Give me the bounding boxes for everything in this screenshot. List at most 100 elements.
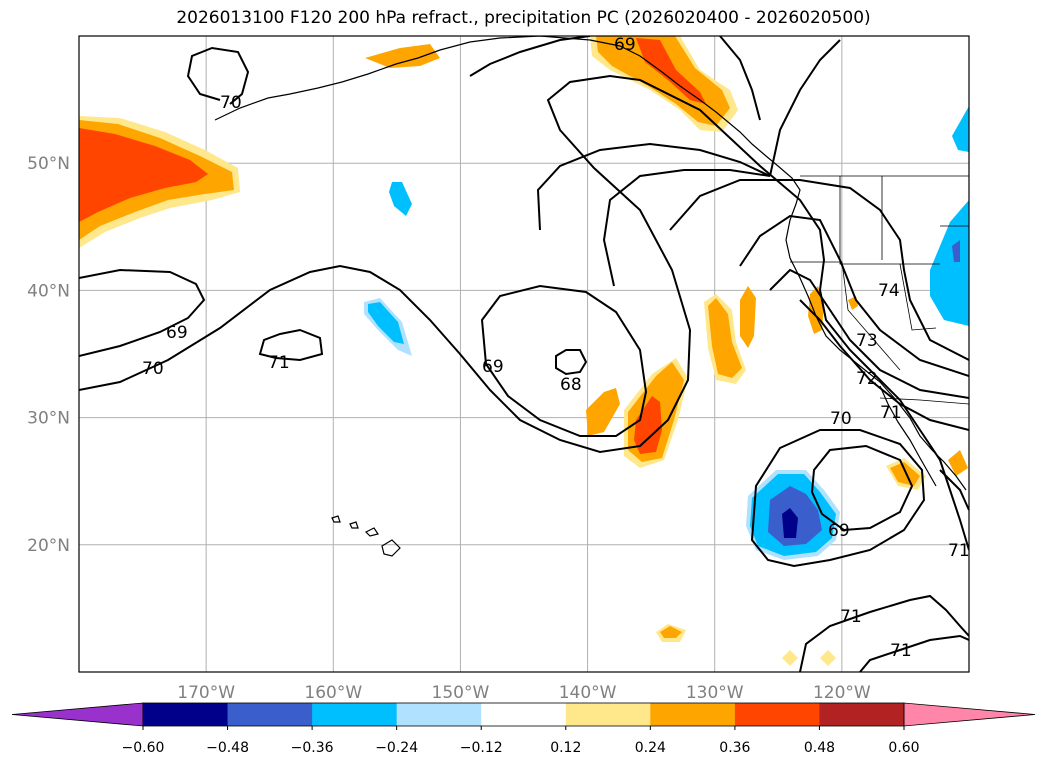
hawaii-maui — [364, 527, 379, 537]
lon-tick-label: 140°W — [559, 683, 617, 703]
contour-label-5: 71 — [268, 353, 290, 373]
positive-anomaly-128w — [740, 286, 756, 348]
colorbar-tick-label: −0.24 — [375, 740, 418, 756]
colorbar-segment — [819, 703, 905, 726]
colorbar-tick-label: 0.48 — [804, 740, 835, 756]
contour-north-3 — [602, 169, 771, 287]
lon-tick-label: 120°W — [813, 683, 871, 703]
colorbar-extend-low — [11, 702, 144, 727]
colorbar-segment — [481, 703, 567, 726]
contour-70-west — [79, 74, 969, 551]
positive-anomaly-alaska-mid — [596, 36, 730, 126]
contour-label-11: 71 — [880, 403, 902, 423]
coastlines — [214, 36, 967, 557]
contour-north-2 — [536, 142, 771, 231]
positive-anomaly-west-core — [79, 128, 208, 222]
colorbar-tick-label: 0.36 — [719, 740, 750, 756]
colorbar-tick-label: −0.12 — [460, 740, 503, 756]
contour-label-3: 69 — [166, 323, 188, 343]
contour-label-4: 70 — [142, 359, 164, 379]
lon-tick-label: 170°W — [177, 683, 235, 703]
hawaii-big-island — [381, 539, 401, 557]
state-border-4 — [899, 263, 937, 331]
contour-69-west — [79, 268, 206, 357]
contour-71-southeast — [939, 469, 969, 511]
lon-tick-label: 150°W — [432, 683, 490, 703]
political-borders — [790, 175, 969, 405]
negative-anomaly-north-pacific — [389, 182, 412, 216]
contour-label-16: 71 — [890, 641, 912, 661]
colorbar-segment — [565, 703, 651, 726]
colorbar-tick-label: 0.12 — [550, 740, 581, 756]
contour-label-1: 70 — [220, 93, 242, 113]
contour-label-14: 71 — [948, 541, 970, 561]
colorbar-extend-high — [903, 702, 1036, 727]
hawaii-kauai — [331, 515, 341, 523]
positive-anomaly-mexico — [948, 450, 968, 476]
contour-73 — [739, 214, 969, 377]
negative-anomaly-rockies-core — [952, 240, 960, 262]
contour-label-10: 72 — [856, 369, 878, 389]
north-america-coast — [589, 39, 967, 491]
contour-69-subtropical — [810, 444, 914, 532]
map-title: 2026013100 F120 200 hPa refract., precip… — [176, 8, 871, 28]
colorbar: −0.60 −0.48 −0.36 −0.24 −0.12 0.12 0.24 0.36 0.4… — [11, 702, 1036, 756]
contour-label-15: 71 — [840, 607, 862, 627]
contour-label-7: 68 — [560, 375, 582, 395]
colorbar-tick-label: −0.36 — [291, 740, 334, 756]
lat-tick-label: 20°N — [27, 536, 70, 556]
lat-tick-label: 50°N — [27, 154, 70, 174]
aleutian-islands — [214, 49, 441, 121]
contour-74 — [669, 179, 969, 361]
contour-68 — [555, 349, 588, 376]
contour-69-central — [480, 284, 648, 437]
refractivity-contours — [79, 36, 969, 672]
colorbar-tick-label: 0.60 — [888, 740, 919, 756]
positive-anomaly-135w-core — [634, 396, 662, 454]
positive-anomaly-tropical-3 — [820, 650, 836, 666]
lat-tick-label: 30°N — [27, 409, 70, 429]
positive-anomaly-140w — [586, 388, 620, 436]
contour-label-8: 74 — [878, 281, 900, 301]
contour-label-12: 70 — [830, 409, 852, 429]
contour-label-9: 73 — [856, 331, 878, 351]
hawaii-oahu — [349, 521, 359, 529]
positive-anomaly-alaska-core — [636, 38, 706, 104]
contour-north-4 — [769, 39, 841, 177]
contour-north-1 — [469, 36, 591, 77]
baja-peninsula — [879, 385, 937, 487]
contour-70-subtropical — [750, 429, 926, 568]
map-frame — [78, 35, 970, 673]
precip-anomaly-fills — [79, 36, 969, 666]
negative-anomaly-central-pacific-core — [368, 302, 404, 344]
contour-71-south-2 — [859, 634, 969, 672]
latitude-tick-labels: 20°N 30°N 40°N 50°N — [27, 154, 70, 556]
positive-anomaly-aleutians — [365, 44, 440, 68]
alaska-coast — [439, 36, 591, 51]
colorbar-tick-label: 0.24 — [635, 740, 666, 756]
contour-north-5 — [719, 36, 761, 121]
longitude-tick-labels: 170°W 160°W 150°W 140°W 130°W 120°W — [177, 683, 871, 703]
colorbar-tick-label: −0.48 — [206, 740, 249, 756]
colorbar-tick-label: −0.60 — [122, 740, 165, 756]
contour-label-13: 69 — [828, 521, 850, 541]
map-plot-area: 70 69 69 70 71 69 68 74 73 72 71 70 69 7… — [78, 35, 970, 673]
contour-71-coast — [799, 299, 969, 431]
colorbar-frame — [142, 702, 905, 727]
colorbar-segment — [734, 703, 820, 726]
state-border-1 — [839, 176, 940, 265]
contour-labels: 70 69 69 70 71 69 68 74 73 72 71 70 69 7… — [142, 35, 970, 661]
colorbar-segment — [650, 703, 736, 726]
contour-71-south-1 — [799, 594, 969, 672]
contour-label-6: 69 — [482, 357, 504, 377]
negative-anomaly-subtropical-core — [782, 508, 798, 538]
positive-anomaly-tropical-1-core — [660, 626, 682, 638]
negative-anomaly-rockies-north — [952, 106, 969, 152]
contour-70-north-pacific — [186, 46, 250, 105]
colorbar-segment — [312, 703, 398, 726]
positive-anomaly-baja-core — [890, 462, 920, 486]
contour-71-pacific — [258, 328, 324, 362]
positive-anomaly-california — [808, 286, 824, 334]
state-border-3 — [790, 261, 901, 371]
